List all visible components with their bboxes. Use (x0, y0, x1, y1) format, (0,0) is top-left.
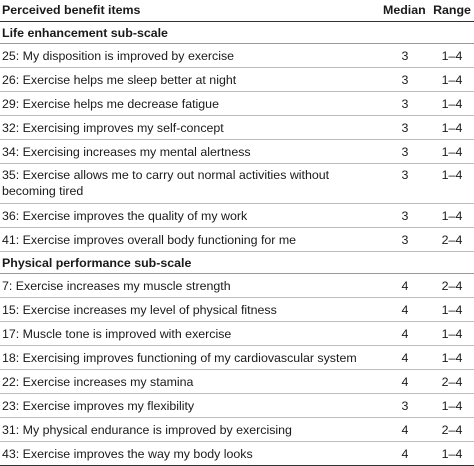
item-text: 29: Exercise helps me decrease fatigue (2, 97, 219, 111)
median-value: 4 (401, 375, 409, 389)
range-value: 1–4 (441, 73, 463, 87)
item-text: 41: Exercise improves overall body funct… (2, 233, 297, 247)
median-value: 4 (401, 303, 409, 317)
table-row: 26: Exercise helps me sleep better at ni… (0, 68, 474, 92)
section-header-physical-performance: Physical performance sub-scale (0, 252, 474, 274)
item-text: 15: Exercise increases my level of physi… (2, 303, 277, 317)
table-row: 25: My disposition is improved by exerci… (0, 44, 474, 68)
median-value: 3 (401, 73, 409, 87)
item-text: 7: Exercise increases my muscle strength (2, 279, 231, 293)
median-value: 4 (401, 447, 409, 461)
median-value: 3 (401, 121, 409, 135)
range-value: 2–4 (441, 233, 463, 247)
table-row: 29: Exercise helps me decrease fatigue 3… (0, 92, 474, 116)
range-value: 1–4 (441, 327, 463, 341)
item-text: 32: Exercising improves my self-concept (2, 121, 224, 135)
range-value: 1–4 (441, 209, 463, 223)
section-title: Life enhancement sub-scale (2, 26, 168, 40)
item-text: 31: My physical endurance is improved by… (2, 423, 292, 437)
table-row: 17: Muscle tone is improved with exercis… (0, 322, 474, 346)
table-row: 15: Exercise increases my level of physi… (0, 298, 474, 322)
item-text: 26: Exercise helps me sleep better at ni… (2, 73, 237, 87)
table-row: 35: Exercise allows me to carry out norm… (0, 164, 474, 204)
table-row: 34: Exercising increases my mental alert… (0, 140, 474, 164)
item-text: 34: Exercising increases my mental alert… (2, 145, 251, 159)
range-value: 2–4 (441, 423, 463, 437)
median-value: 4 (401, 327, 409, 341)
header-range: Range (433, 3, 471, 17)
item-text: 35: Exercise allows me to carry out norm… (2, 168, 330, 198)
table-row: 7: Exercise increases my muscle strength… (0, 274, 474, 298)
table-row: 32: Exercising improves my self-concept … (0, 116, 474, 140)
median-value: 3 (401, 209, 409, 223)
median-value: 4 (401, 351, 409, 365)
table-row: 41: Exercise improves overall body funct… (0, 228, 474, 252)
table-row: 36: Exercise improves the quality of my … (0, 204, 474, 228)
section-header-life-enhancement: Life enhancement sub-scale (0, 22, 474, 44)
header-item: Perceived benefit items (2, 3, 141, 17)
table-row: 18: Exercising improves functioning of m… (0, 346, 474, 370)
item-text: 22: Exercise increases my stamina (2, 375, 194, 389)
table-header: Perceived benefit items Median Range (0, 0, 474, 22)
item-text: 17: Muscle tone is improved with exercis… (2, 327, 232, 341)
median-value: 3 (401, 168, 409, 182)
median-value: 4 (401, 279, 409, 293)
range-value: 1–4 (441, 121, 463, 135)
header-median: Median (383, 3, 426, 17)
range-value: 1–4 (441, 351, 463, 365)
range-value: 1–4 (441, 49, 463, 63)
range-value: 1–4 (441, 97, 463, 111)
table-row: 22: Exercise increases my stamina 4 2–4 (0, 370, 474, 394)
section-title: Physical performance sub-scale (2, 256, 192, 270)
median-value: 3 (401, 145, 409, 159)
range-value: 2–4 (441, 279, 463, 293)
median-value: 3 (401, 97, 409, 111)
item-text: 23: Exercise improves my flexibility (2, 399, 195, 413)
median-value: 3 (401, 233, 409, 247)
median-value: 3 (401, 49, 409, 63)
item-text: 25: My disposition is improved by exerci… (2, 49, 235, 63)
range-value: 1–4 (441, 168, 463, 182)
item-text: 18: Exercising improves functioning of m… (2, 351, 357, 365)
range-value: 2–4 (441, 375, 463, 389)
item-text: 36: Exercise improves the quality of my … (2, 209, 248, 223)
table-row: 23: Exercise improves my flexibility 3 1… (0, 394, 474, 418)
median-value: 3 (401, 399, 409, 413)
median-value: 4 (401, 423, 409, 437)
range-value: 1–4 (441, 399, 463, 413)
table-row: 43: Exercise improves the way my body lo… (0, 442, 474, 466)
range-value: 1–4 (441, 447, 463, 461)
range-value: 1–4 (441, 303, 463, 317)
range-value: 1–4 (441, 145, 463, 159)
table-row: 31: My physical endurance is improved by… (0, 418, 474, 442)
item-text: 43: Exercise improves the way my body lo… (2, 447, 253, 461)
